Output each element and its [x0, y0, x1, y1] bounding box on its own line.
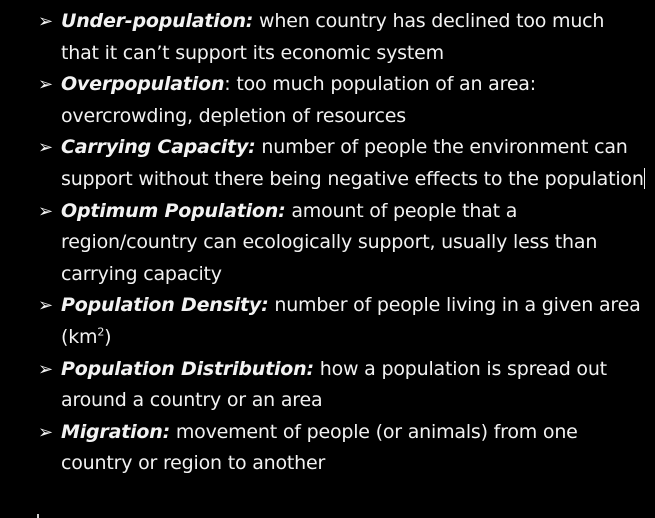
- term-label: Overpopulation: [61, 73, 225, 96]
- list-item-optimum-population: ➢ Optimum Population: amount of people t…: [0, 196, 655, 291]
- term-label: Optimum Population:: [61, 199, 286, 222]
- term-label: Population Density:: [61, 294, 269, 317]
- term-label: Carrying Capacity:: [61, 136, 256, 159]
- arrowhead-bullet-icon: ➢: [38, 11, 53, 32]
- definitions-list: ➢ Under-population: when country has dec…: [0, 6, 655, 480]
- list-item-population-distribution: ➢ Population Distribution: how a populat…: [0, 354, 655, 417]
- definition-text: how a population is spread out around a …: [61, 357, 607, 412]
- definition-text: : too much population of an area: overcr…: [61, 73, 536, 127]
- list-item-carrying-capacity[interactable]: ➢ Carrying Capacity: number of people th…: [0, 132, 655, 195]
- arrowhead-bullet-icon: ➢: [38, 295, 53, 317]
- definition-text: when country has declined too much that …: [61, 10, 605, 64]
- definition-text: amount of people that a region/country c…: [61, 199, 598, 285]
- arrowhead-bullet-icon: ➢: [38, 137, 53, 159]
- arrowhead-bullet-icon: ➢: [38, 421, 53, 443]
- list-item-under-population: ➢ Under-population: when country has dec…: [0, 6, 655, 69]
- list-item-overpopulation: ➢ Overpopulation: too much population of…: [0, 69, 655, 132]
- text-cursor: [643, 167, 645, 189]
- definition-text: number of people living in a given area …: [61, 294, 641, 348]
- definition-text: movement of people (or animals) from one…: [61, 420, 578, 475]
- list-item-population-density: ➢ Population Density: number of people l…: [0, 290, 655, 353]
- definition-end: ): [104, 325, 112, 348]
- arrowhead-bullet-icon: ➢: [38, 200, 53, 222]
- next-bullet-fragment: [37, 514, 39, 518]
- term-label: Under-population:: [61, 10, 254, 32]
- term-label: Population Distribution:: [61, 357, 314, 380]
- arrowhead-bullet-icon: ➢: [38, 74, 53, 96]
- superscript: 2: [97, 325, 105, 339]
- definition-text[interactable]: number of people the environment can sup…: [61, 136, 644, 190]
- arrowhead-bullet-icon: ➢: [38, 358, 53, 380]
- term-label: Migration:: [61, 420, 170, 443]
- list-item-migration: ➢ Migration: movement of people (or anim…: [0, 417, 655, 480]
